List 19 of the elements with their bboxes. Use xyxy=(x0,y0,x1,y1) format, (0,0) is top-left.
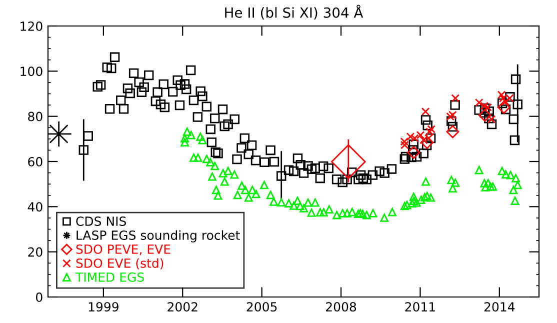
x-tick-label: 1999 xyxy=(88,302,118,312)
y-tick-label: 20 xyxy=(28,247,42,257)
y-tick-label: 100 xyxy=(20,66,42,76)
x-tick-label: 2002 xyxy=(168,302,198,312)
y-tick-label: 0 xyxy=(36,292,42,302)
y-tick-label: 80 xyxy=(28,112,42,122)
legend-label: SDO PEVE, EVE xyxy=(76,244,170,256)
chart-title: He II (bl Si XI) 304 Å xyxy=(225,4,364,20)
x-tick-label: 2014 xyxy=(484,302,515,312)
legend-label: LASP EGS sounding rocket xyxy=(76,230,240,242)
legend-label: TIMED EGS xyxy=(75,272,144,282)
legend-label: SDO EVE (std) xyxy=(76,258,164,270)
legend-label: CDS NIS xyxy=(76,216,126,226)
x-tick-label: 2011 xyxy=(405,302,435,312)
x-tick-label: 2005 xyxy=(246,302,277,312)
y-tick-label: 40 xyxy=(28,202,42,212)
x-tick-label: 2008 xyxy=(326,302,356,312)
y-tick-label: 60 xyxy=(28,156,42,166)
y-tick-label: 120 xyxy=(20,21,42,31)
